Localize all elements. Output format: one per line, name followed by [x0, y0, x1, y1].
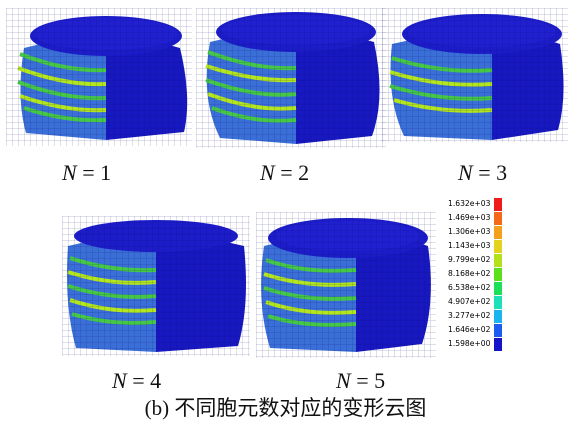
legend-value: 8.168e+02: [448, 269, 491, 278]
legend-value: 1.598e+00: [448, 339, 491, 348]
legend-value: 6.538e+02: [448, 283, 491, 292]
legend-swatch: [494, 282, 502, 295]
legend-value: 1.646e+02: [448, 325, 491, 334]
deformation-plot-n2: [196, 8, 386, 148]
legend-swatch: [494, 338, 502, 351]
deformation-plot-n3: [382, 8, 568, 142]
deformation-plot-n5: [256, 212, 436, 358]
legend-swatch: [494, 310, 502, 323]
legend-value: 4.907e+02: [448, 297, 491, 306]
legend-value: 1.306e+03: [448, 227, 491, 236]
legend-swatch: [494, 324, 502, 337]
legend-value: 1.143e+03: [448, 241, 491, 250]
legend-swatch: [494, 226, 502, 239]
legend-swatch: [494, 268, 502, 281]
legend-value: 1.632e+03: [448, 199, 491, 208]
legend-swatch: [494, 198, 502, 211]
figure-caption: (b) 不同胞元数对应的变形云图: [144, 396, 427, 420]
legend-swatch: [494, 296, 502, 309]
deformation-plot-n4: [62, 216, 250, 356]
legend-value: 3.277e+02: [448, 311, 491, 320]
legend-swatch: [494, 240, 502, 253]
panel-label-n1: N = 1: [62, 160, 112, 185]
panel-label-n5: N = 5: [336, 368, 386, 393]
legend-value: 1.469e+03: [448, 213, 491, 222]
panel-label-n3: N = 3: [458, 160, 508, 185]
legend-swatch: [494, 254, 502, 267]
deformation-plot-n1: [6, 8, 192, 146]
legend-value: 9.799e+02: [448, 255, 491, 264]
color-legend: 1.632e+03 1.469e+03 1.306e+03 1.143e+03 …: [448, 198, 508, 351]
panel-label-n4: N = 4: [112, 368, 162, 393]
legend-swatch: [494, 212, 502, 225]
panel-label-n2: N = 2: [260, 160, 310, 185]
